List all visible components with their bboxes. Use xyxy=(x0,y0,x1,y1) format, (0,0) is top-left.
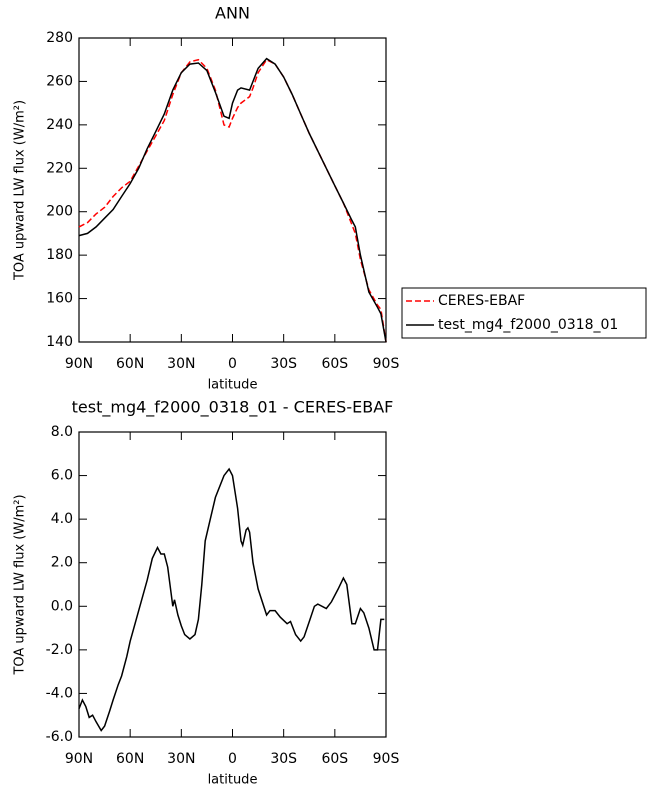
chart-title: test_mg4_f2000_0318_01 - CERES-EBAF xyxy=(72,398,394,418)
y-axis-label: TOA upward LW flux (W/m²) xyxy=(13,494,28,675)
y-tick-label: 8.0 xyxy=(51,424,73,440)
y-tick-label: 140 xyxy=(46,334,73,350)
y-tick-label: 160 xyxy=(46,291,73,307)
chart-title: ANN xyxy=(215,4,250,23)
x-tick-label: 60N xyxy=(116,356,144,372)
y-tick-label: 260 xyxy=(46,73,73,89)
x-tick-label: 30N xyxy=(167,751,195,767)
x-tick-label: 90N xyxy=(65,751,93,767)
y-tick-label: 280 xyxy=(46,30,73,46)
data-line xyxy=(78,467,385,732)
x-tick-label: 0 xyxy=(228,751,237,767)
y-tick-label: -6.0 xyxy=(46,729,73,745)
y-tick-label: 180 xyxy=(46,247,73,263)
y-tick-label: 6.0 xyxy=(51,468,73,484)
x-tick-label: 90S xyxy=(373,751,400,767)
x-tick-label: 30N xyxy=(167,356,195,372)
y-tick-label: -4.0 xyxy=(46,685,73,701)
x-tick-label: 90N xyxy=(65,356,93,372)
x-tick-label: 60N xyxy=(116,751,144,767)
y-tick-label: 0.0 xyxy=(51,598,73,614)
x-tick-label: 30S xyxy=(270,751,297,767)
x-axis-label: latitude xyxy=(208,773,258,788)
y-tick-label: 200 xyxy=(46,204,73,220)
x-tick-label: 0 xyxy=(228,356,237,372)
x-tick-label: 90S xyxy=(373,356,400,372)
legend-label: test_mg4_f2000_0318_01 xyxy=(438,317,618,333)
y-tick-label: 4.0 xyxy=(51,511,73,527)
y-tick-label: 220 xyxy=(46,160,73,176)
legend-box xyxy=(401,287,647,339)
data-line xyxy=(78,57,387,343)
y-tick-label: 240 xyxy=(46,117,73,133)
x-tick-label: 60S xyxy=(321,356,348,372)
x-tick-label: 60S xyxy=(321,751,348,767)
x-axis-label: latitude xyxy=(208,378,258,393)
y-axis-label: TOA upward LW flux (W/m²) xyxy=(13,100,28,281)
y-tick-label: -2.0 xyxy=(46,642,73,658)
legend-label: CERES-EBAF xyxy=(438,293,525,309)
y-tick-label: 2.0 xyxy=(51,555,73,571)
x-tick-label: 30S xyxy=(270,356,297,372)
